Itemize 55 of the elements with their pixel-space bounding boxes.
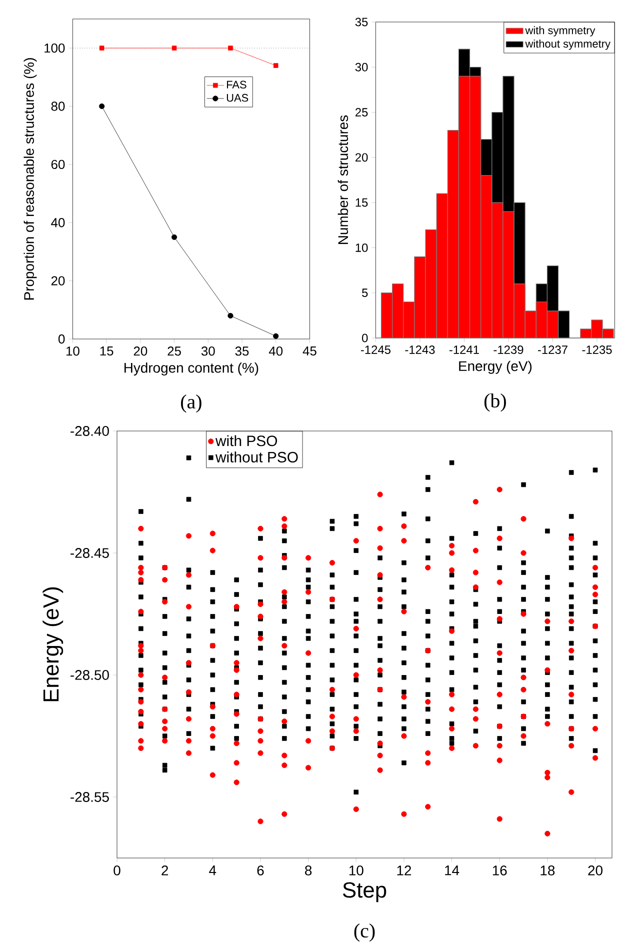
x-tick-label: 4 [209,866,216,876]
legend-label: without symmetry [525,40,610,50]
y-tick-label: 40 [51,218,65,228]
x-tick-label: 35 [235,346,249,356]
x-tick-label: -1241 [449,346,479,354]
x-tick-label: -1235 [582,346,612,354]
x-tick-label: 25 [168,346,181,356]
text: (a) [181,394,202,413]
x-tick-label: 20 [134,346,148,356]
legend-label: FAS [227,80,246,89]
y-tick-label: -28.40 [70,426,109,436]
x-tick-label: 20 [588,866,602,876]
x-axis-title: Energy (eV) [459,360,532,374]
y-tick-label: 0 [58,334,65,344]
legend-label: with PSO [215,435,278,446]
x-tick-label: 0 [114,866,120,876]
x-axis-title: Hydrogen content (%) [124,362,258,376]
x-tick-label: 30 [201,346,215,356]
x-tick-label: 12 [397,866,412,876]
y-tick-label: 5 [362,288,368,298]
x-tick-label: -1243 [405,346,435,354]
y-tick-label: 100 [44,43,65,53]
y-tick-label: 0 [362,334,368,342]
y-tick-label: 80 [51,102,65,111]
legend-label: without PSO [215,451,298,462]
y-tick-label: 25 [355,108,368,116]
x-tick-label: 6 [257,866,264,876]
x-tick-label: 40 [268,346,283,356]
y-axis-title: Energy (eV) [42,587,64,702]
y-tick-label: 20 [51,276,65,286]
x-tick-label: 16 [492,866,507,876]
y-tick-label: -28.50 [70,670,109,680]
x-tick-label: 45 [302,346,316,356]
text: (b) [484,394,506,412]
text: (c) [354,924,375,942]
y-tick-label: 30 [355,62,368,72]
x-tick-label: 8 [305,866,312,876]
x-tick-label: 14 [445,866,460,876]
y-tick-label: 35 [355,18,368,26]
y-tick-label: -28.55 [70,792,109,802]
x-tick-label: 2 [162,866,168,876]
legend-label: with symmetry [525,26,596,36]
y-tick-label: 10 [356,243,368,252]
x-tick-label: -1245 [360,346,390,354]
y-tick-label: 15 [356,198,368,207]
y-tick-label: 60 [51,160,65,170]
y-tick-label: -28.45 [70,548,109,558]
x-axis-title: Step [342,882,386,902]
legend-label: UAS [226,94,248,102]
x-tick-label: -1237 [538,346,568,354]
x-tick-label: 18 [540,866,555,876]
y-axis-title: Number of structures [338,115,348,244]
x-tick-label: -1239 [494,346,524,354]
y-tick-label: 20 [355,153,368,162]
y-axis-title: Proportion of reasonable structures (%) [24,58,37,300]
